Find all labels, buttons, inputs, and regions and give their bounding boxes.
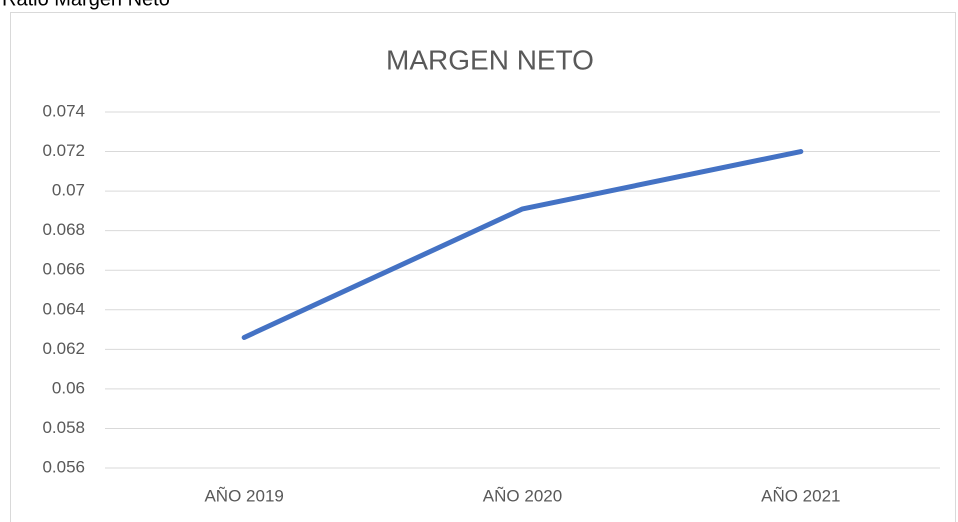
- y-tick-label: 0.056: [42, 457, 85, 476]
- y-tick-label: 0.064: [42, 299, 85, 318]
- y-tick-label: 0.066: [42, 260, 85, 279]
- x-tick-label: AÑO 2020: [483, 486, 562, 505]
- y-tick-label: 0.07: [52, 181, 85, 200]
- y-tick-label: 0.074: [42, 101, 85, 120]
- data-line: [241, 149, 804, 340]
- y-tick-label: 0.06: [52, 378, 85, 397]
- x-tick-label: AÑO 2019: [204, 486, 283, 505]
- y-tick-label: 0.058: [42, 418, 85, 437]
- caption: Ratio Margen Neto: [2, 0, 170, 10]
- y-tick-label: 0.072: [42, 141, 85, 160]
- y-tick-label: 0.068: [42, 220, 85, 239]
- y-tick-label: 0.062: [42, 339, 85, 358]
- chart-title: MARGEN NETO: [386, 44, 594, 75]
- x-tick-label: AÑO 2021: [761, 486, 840, 505]
- chart-frame: [10, 12, 956, 522]
